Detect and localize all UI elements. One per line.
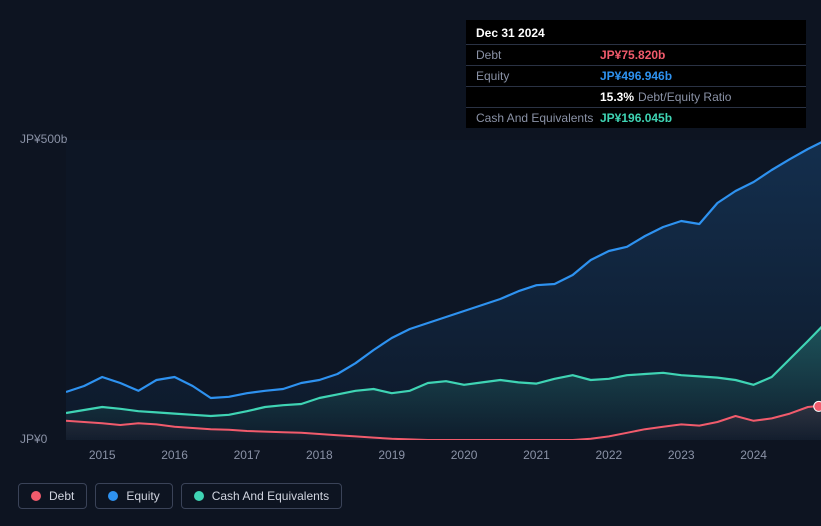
- legend-dot: [31, 491, 41, 501]
- x-axis: 2015 2016 2017 2018 2019 2020 2021 2022 2023 2024: [66, 448, 821, 468]
- legend-item-debt[interactable]: Debt: [18, 483, 87, 509]
- x-axis-label: 2018: [306, 448, 333, 462]
- tooltip-note: Debt/Equity Ratio: [638, 90, 731, 104]
- y-axis-label: JP¥0: [20, 432, 47, 446]
- legend-label: Debt: [49, 489, 74, 503]
- legend-dot: [194, 491, 204, 501]
- x-axis-label: 2019: [378, 448, 405, 462]
- tooltip-label: Equity: [476, 69, 600, 83]
- tooltip-value: 15.3%: [600, 90, 634, 104]
- legend-label: Cash And Equivalents: [212, 489, 329, 503]
- x-axis-label: 2015: [89, 448, 116, 462]
- chart-legend: Debt Equity Cash And Equivalents: [18, 483, 342, 509]
- legend-item-equity[interactable]: Equity: [95, 483, 172, 509]
- x-axis-label: 2023: [668, 448, 695, 462]
- debt-equity-chart: JP¥500b JP¥0 2015 2016 2017 2018 2019 2020 2021…: [18, 120, 808, 470]
- tooltip-row: EquityJP¥496.946b: [466, 65, 806, 86]
- hover-marker: [814, 401, 821, 411]
- tooltip-row: 15.3% Debt/Equity Ratio: [466, 86, 806, 107]
- tooltip-row: Cash And EquivalentsJP¥196.045b: [466, 107, 806, 128]
- tooltip-value: JP¥75.820b: [600, 48, 665, 62]
- chart-tooltip: Dec 31 2024 DebtJP¥75.820bEquityJP¥496.9…: [466, 20, 806, 128]
- x-axis-label: 2020: [451, 448, 478, 462]
- legend-label: Equity: [126, 489, 159, 503]
- tooltip-label: Cash And Equivalents: [476, 111, 600, 125]
- x-axis-label: 2024: [740, 448, 767, 462]
- tooltip-value: JP¥196.045b: [600, 111, 672, 125]
- x-axis-label: 2017: [234, 448, 261, 462]
- chart-plot-area: [66, 140, 821, 440]
- legend-dot: [108, 491, 118, 501]
- x-axis-label: 2021: [523, 448, 550, 462]
- tooltip-value: JP¥496.946b: [600, 69, 672, 83]
- tooltip-label: Debt: [476, 48, 600, 62]
- tooltip-date: Dec 31 2024: [466, 20, 806, 44]
- y-axis-label: JP¥500b: [20, 132, 67, 146]
- x-axis-label: 2022: [595, 448, 622, 462]
- x-axis-label: 2016: [161, 448, 188, 462]
- tooltip-row: DebtJP¥75.820b: [466, 44, 806, 65]
- legend-item-cash-and-equivalents[interactable]: Cash And Equivalents: [181, 483, 342, 509]
- tooltip-label: [476, 90, 600, 104]
